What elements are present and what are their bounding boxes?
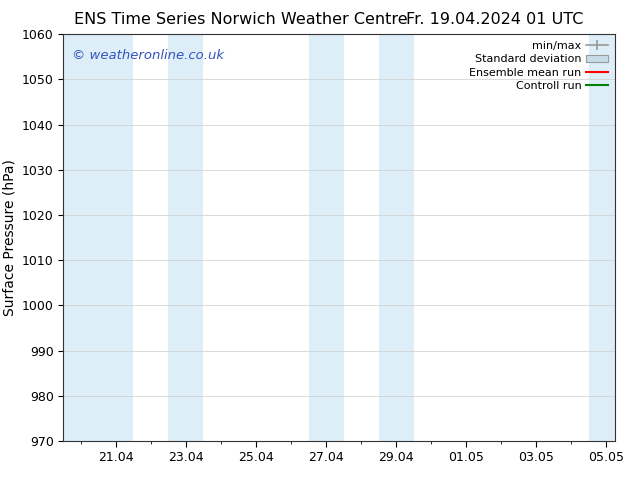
Bar: [63, 34, 133, 441]
Bar: [169, 34, 204, 441]
Bar: [309, 34, 344, 441]
Y-axis label: Surface Pressure (hPa): Surface Pressure (hPa): [3, 159, 16, 316]
Legend: min/max, Standard deviation, Ensemble mean run, Controll run: min/max, Standard deviation, Ensemble me…: [465, 37, 612, 96]
Bar: [378, 34, 413, 441]
Text: © weatheronline.co.uk: © weatheronline.co.uk: [72, 49, 224, 62]
Text: ENS Time Series Norwich Weather Centre: ENS Time Series Norwich Weather Centre: [74, 12, 408, 27]
Bar: [589, 34, 615, 441]
Text: Fr. 19.04.2024 01 UTC: Fr. 19.04.2024 01 UTC: [406, 12, 583, 27]
